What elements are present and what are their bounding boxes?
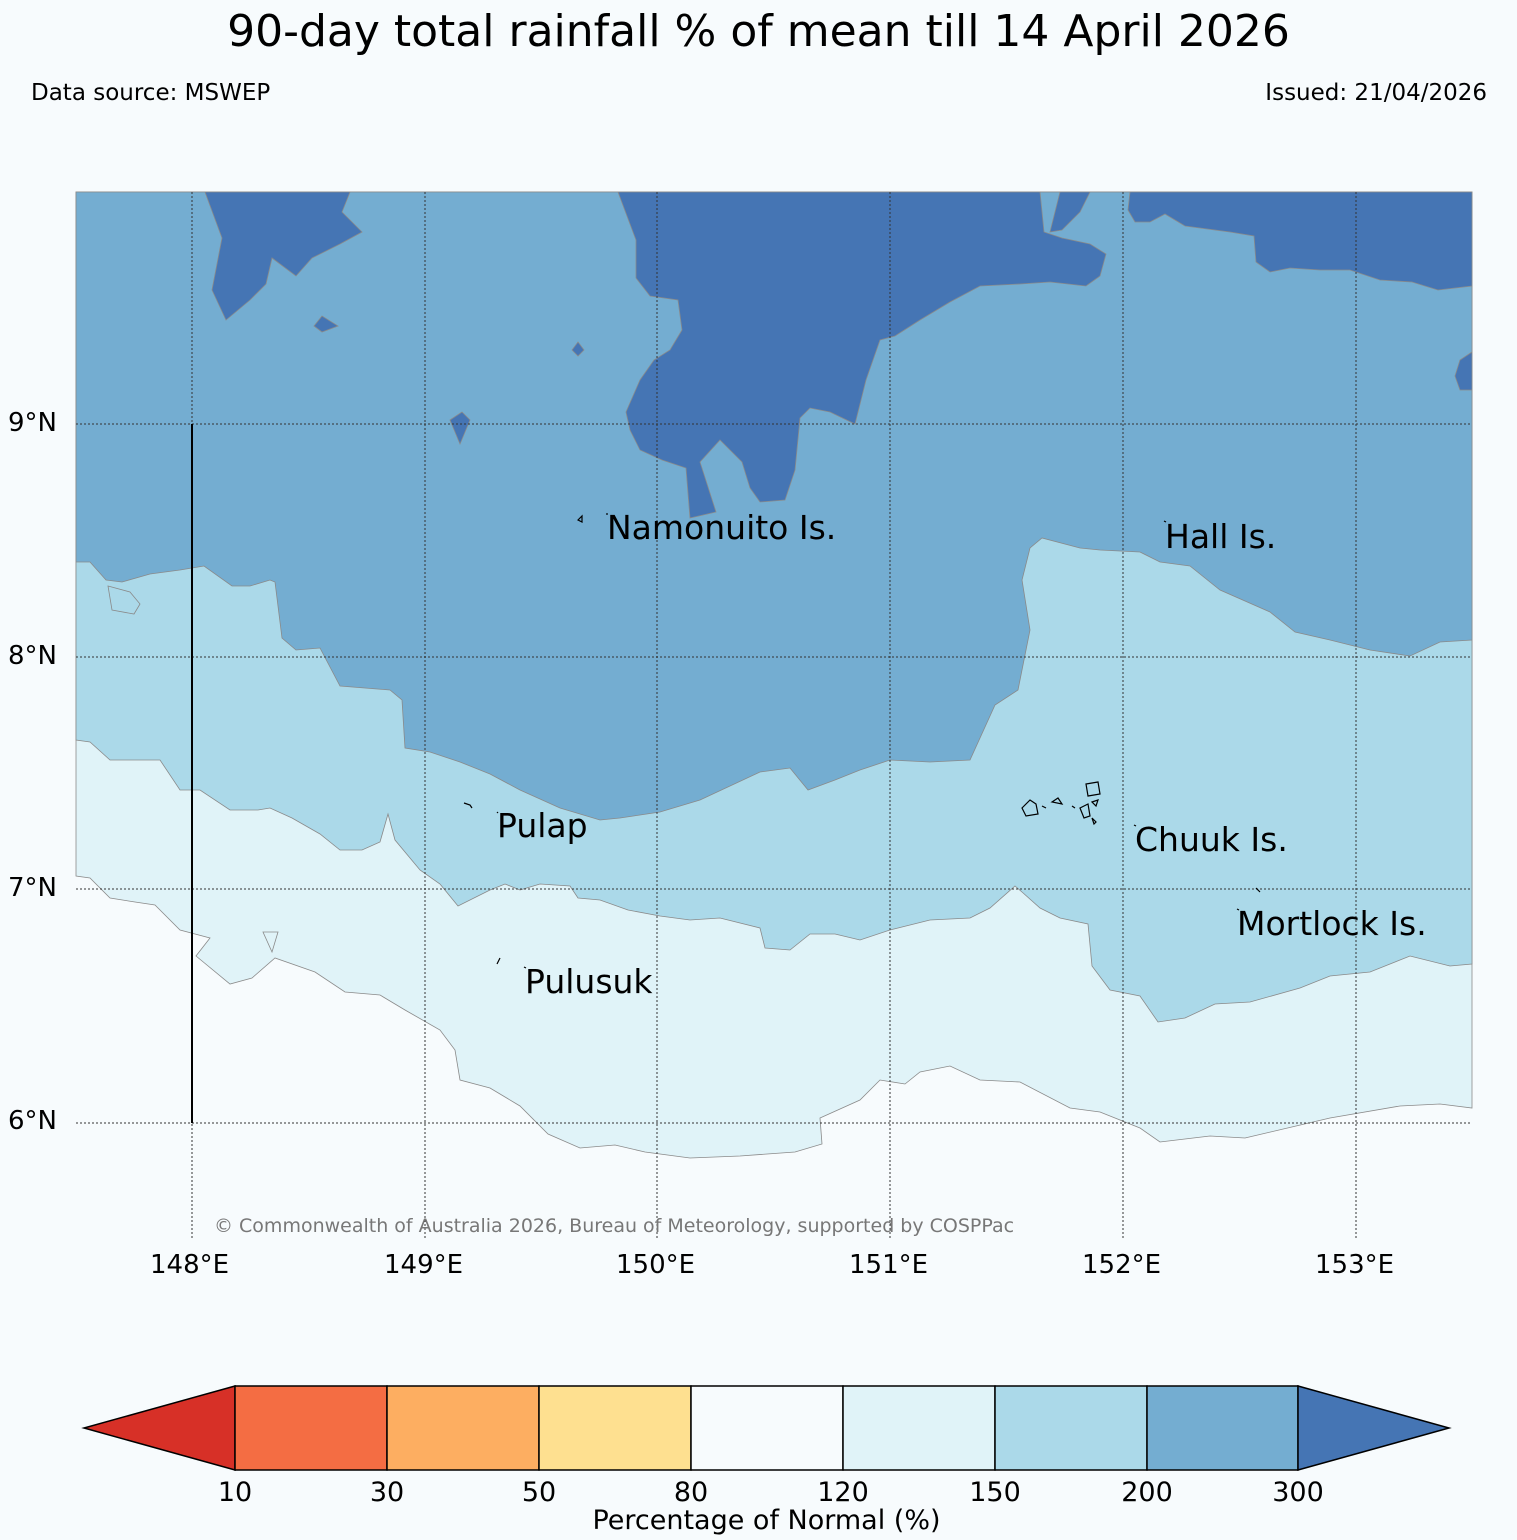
colorbar-bin-30-50 bbox=[386, 1385, 540, 1471]
colorbar-tick-150: 150 bbox=[969, 1477, 1021, 1508]
lat-label-7n: 7°N bbox=[8, 873, 57, 903]
colorbar-tick-30: 30 bbox=[369, 1477, 405, 1508]
map-title: 90-day total rainfall % of mean till 14 … bbox=[227, 6, 1290, 57]
copyright-notice: © Commonwealth of Australia 2026, Bureau… bbox=[214, 1215, 1015, 1237]
colorbar-label: Percentage of Normal (%) bbox=[592, 1505, 941, 1536]
graticule bbox=[76, 192, 1472, 1238]
colorbar-bin-200-300 bbox=[1146, 1385, 1299, 1471]
band-above-300-blob-2 bbox=[1454, 351, 1473, 391]
island-outlines bbox=[463, 513, 1261, 969]
colorbar-tick-120: 120 bbox=[817, 1477, 869, 1508]
band-above-300-blob-1 bbox=[1049, 191, 1091, 233]
colorbar-bin-120-150 bbox=[842, 1385, 996, 1471]
lon-label-149e: 149°E bbox=[384, 1250, 464, 1280]
place-hall: Hall Is. bbox=[1165, 517, 1277, 556]
colorbar-tick-80: 80 bbox=[673, 1477, 709, 1508]
place-mortlock: Mortlock Is. bbox=[1237, 904, 1427, 943]
lon-label-153e: 153°E bbox=[1315, 1250, 1395, 1280]
band-150-200-patch bbox=[107, 585, 141, 615]
colorbar-extend-high bbox=[1297, 1385, 1452, 1471]
lon-label-148e: 148°E bbox=[150, 1250, 230, 1280]
band-above-300-blob-3 bbox=[449, 411, 471, 446]
colorbar-bin-50-80 bbox=[538, 1385, 692, 1471]
place-chuuk: Chuuk Is. bbox=[1135, 820, 1288, 859]
issued-date: Issued: 21/04/2026 bbox=[1265, 80, 1487, 106]
place-namonuito: Namonuito Is. bbox=[607, 508, 837, 547]
place-pulusuk: Pulusuk bbox=[525, 962, 653, 1001]
colorbar-extend-low bbox=[81, 1385, 236, 1471]
band-above-300-northeast bbox=[1127, 191, 1473, 291]
colorbar-tick-50: 50 bbox=[521, 1477, 557, 1508]
colorbar-bin-10-30 bbox=[234, 1385, 388, 1471]
data-source: Data source: MSWEP bbox=[31, 80, 271, 106]
band-120-150-islet bbox=[262, 931, 279, 954]
lat-label-9n: 9°N bbox=[8, 408, 57, 438]
place-pulap: Pulap bbox=[497, 806, 588, 845]
band-above-300-west bbox=[204, 191, 363, 321]
band-above-300-central bbox=[617, 191, 1107, 519]
lon-label-150e: 150°E bbox=[616, 1250, 696, 1280]
colorbar-tick-10: 10 bbox=[217, 1477, 253, 1508]
band-above-300-blob-5 bbox=[571, 341, 585, 357]
lat-label-6n: 6°N bbox=[8, 1106, 57, 1136]
colorbar-bin-150-200 bbox=[994, 1385, 1148, 1471]
colorbar-bin-80-120 bbox=[690, 1385, 844, 1471]
colorbar-tick-200: 200 bbox=[1121, 1477, 1173, 1508]
band-above-300-blob-4 bbox=[313, 315, 339, 333]
lon-label-151e: 151°E bbox=[849, 1250, 929, 1280]
colorbar-tick-300: 300 bbox=[1272, 1477, 1324, 1508]
lat-label-8n: 8°N bbox=[8, 641, 57, 671]
colorbar bbox=[81, 1385, 1452, 1471]
lon-label-152e: 152°E bbox=[1082, 1250, 1162, 1280]
